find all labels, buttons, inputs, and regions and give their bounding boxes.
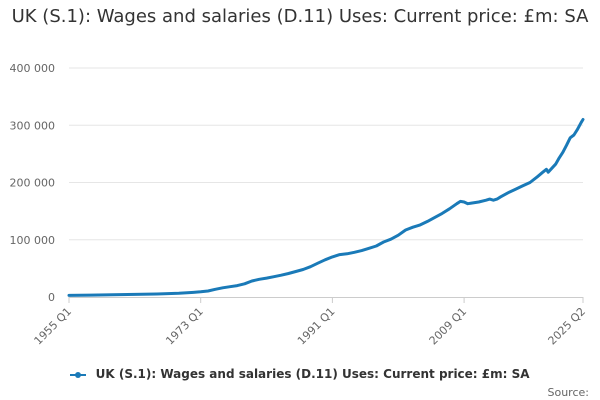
legend-label: UK (S.1): Wages and salaries (D.11) Uses… — [95, 367, 530, 381]
y-tick-label: 100 000 — [10, 234, 56, 247]
y-tick-label: 0 — [48, 291, 55, 304]
x-tick-label: 2009 Q1 — [427, 305, 470, 348]
chart-title: UK (S.1): Wages and salaries (D.11) Uses… — [11, 6, 589, 27]
x-tick-label: 1991 Q1 — [295, 305, 338, 348]
x-tick-label: 1955 Q1 — [32, 305, 75, 348]
y-tick-label: 200 000 — [10, 177, 56, 190]
legend[interactable]: UK (S.1): Wages and salaries (D.11) Uses… — [0, 367, 600, 381]
y-tick-label: 400 000 — [10, 62, 56, 75]
x-tick-label: 1973 Q1 — [163, 305, 206, 348]
source-label: Source: — [547, 386, 590, 399]
x-tick-label: 2025 Q2 — [546, 305, 589, 348]
y-tick-label: 300 000 — [10, 119, 56, 132]
series-line — [67, 118, 585, 297]
legend-series-marker-icon — [70, 370, 87, 380]
